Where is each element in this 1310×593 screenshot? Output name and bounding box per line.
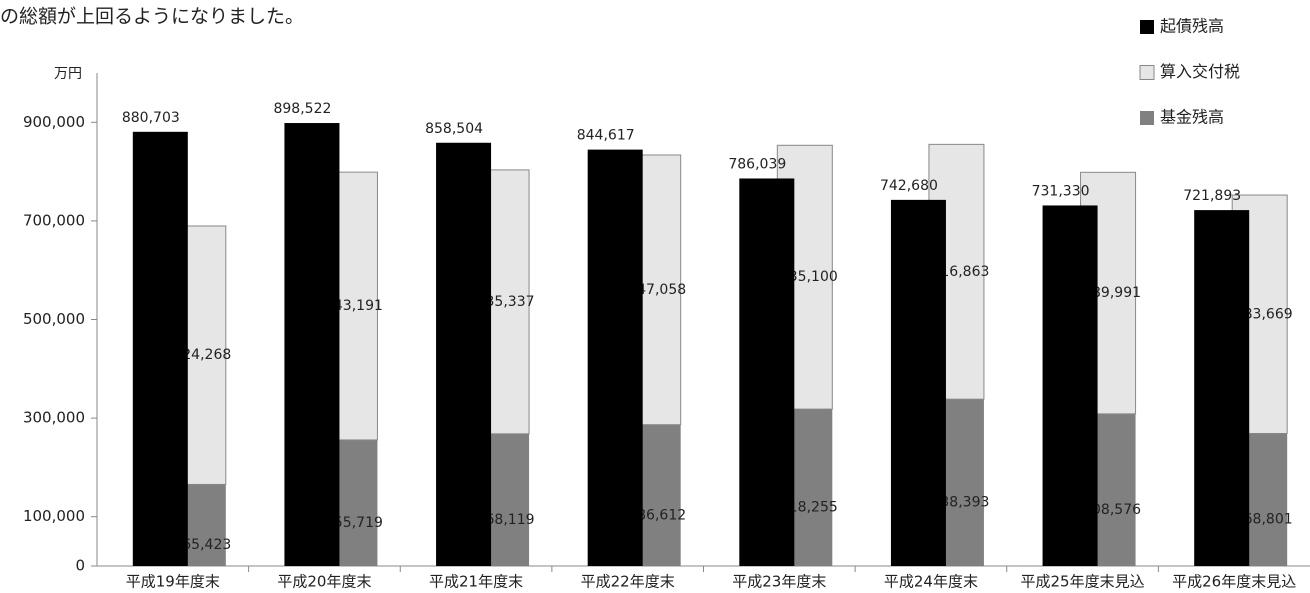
- x-tick-label: 平成21年度末: [429, 573, 523, 591]
- value-label: 516,863: [931, 264, 989, 280]
- value-label: 308,576: [1083, 502, 1141, 518]
- x-tick-label: 平成25年度末見込: [1021, 573, 1145, 591]
- value-label: 721,893: [1183, 188, 1241, 204]
- value-label: 786,039: [728, 156, 786, 172]
- bar: [436, 142, 492, 567]
- value-label: 338,393: [931, 495, 989, 511]
- bar: [284, 123, 340, 566]
- value-label: 268,119: [477, 512, 535, 528]
- value-label: 318,255: [780, 500, 838, 516]
- y-tick-label: 700,000: [23, 211, 85, 229]
- y-tick-label: 300,000: [23, 409, 85, 427]
- value-label: 483,669: [1235, 306, 1293, 322]
- value-label: 880,703: [122, 110, 180, 126]
- x-tick-label: 平成22年度末: [581, 573, 675, 591]
- caption: の総額が上回るようになりました。: [0, 6, 304, 28]
- value-label: 489,991: [1083, 285, 1141, 301]
- value-label: 255,719: [325, 515, 383, 531]
- value-label: 268,801: [1235, 512, 1293, 528]
- value-label: 286,612: [628, 507, 686, 523]
- value-label: 535,337: [477, 294, 535, 310]
- legend-swatch: [1139, 65, 1155, 80]
- y-tick-label: 900,000: [23, 113, 85, 131]
- x-tick-label: 平成19年度末: [126, 573, 220, 591]
- bar: [739, 178, 795, 566]
- y-unit: 万円: [54, 66, 82, 82]
- bar: [1194, 210, 1250, 566]
- legend-label: 算入交付税: [1160, 62, 1240, 81]
- value-label: 898,522: [273, 101, 331, 117]
- x-tick-label: 平成24年度末: [884, 573, 978, 591]
- value-label: 535,100: [780, 269, 838, 285]
- legend-swatch: [1140, 20, 1154, 34]
- x-tick-label: 平成26年度末見込: [1172, 573, 1296, 591]
- legend-label: 基金残高: [1160, 108, 1224, 127]
- y-tick-label: 0: [75, 557, 85, 575]
- bar: [587, 149, 643, 566]
- legend-swatch: [1140, 111, 1154, 125]
- bar: [890, 199, 946, 566]
- value-label: 731,330: [1032, 183, 1090, 199]
- value-label: 543,191: [325, 298, 383, 314]
- x-tick-label: 平成23年度末: [732, 573, 826, 591]
- value-label: 524,268: [173, 347, 231, 363]
- bar: [1042, 205, 1098, 566]
- value-label: 742,680: [880, 178, 938, 194]
- value-label: 165,423: [173, 537, 231, 553]
- legend-label: 起債残高: [1160, 17, 1224, 36]
- x-tick-label: 平成20年度末: [277, 573, 371, 591]
- y-tick-label: 100,000: [23, 507, 85, 525]
- value-label: 547,058: [628, 282, 686, 298]
- value-label: 858,504: [425, 121, 483, 137]
- y-tick-label: 500,000: [23, 310, 85, 328]
- value-label: 844,617: [577, 128, 635, 144]
- bar: [132, 131, 188, 566]
